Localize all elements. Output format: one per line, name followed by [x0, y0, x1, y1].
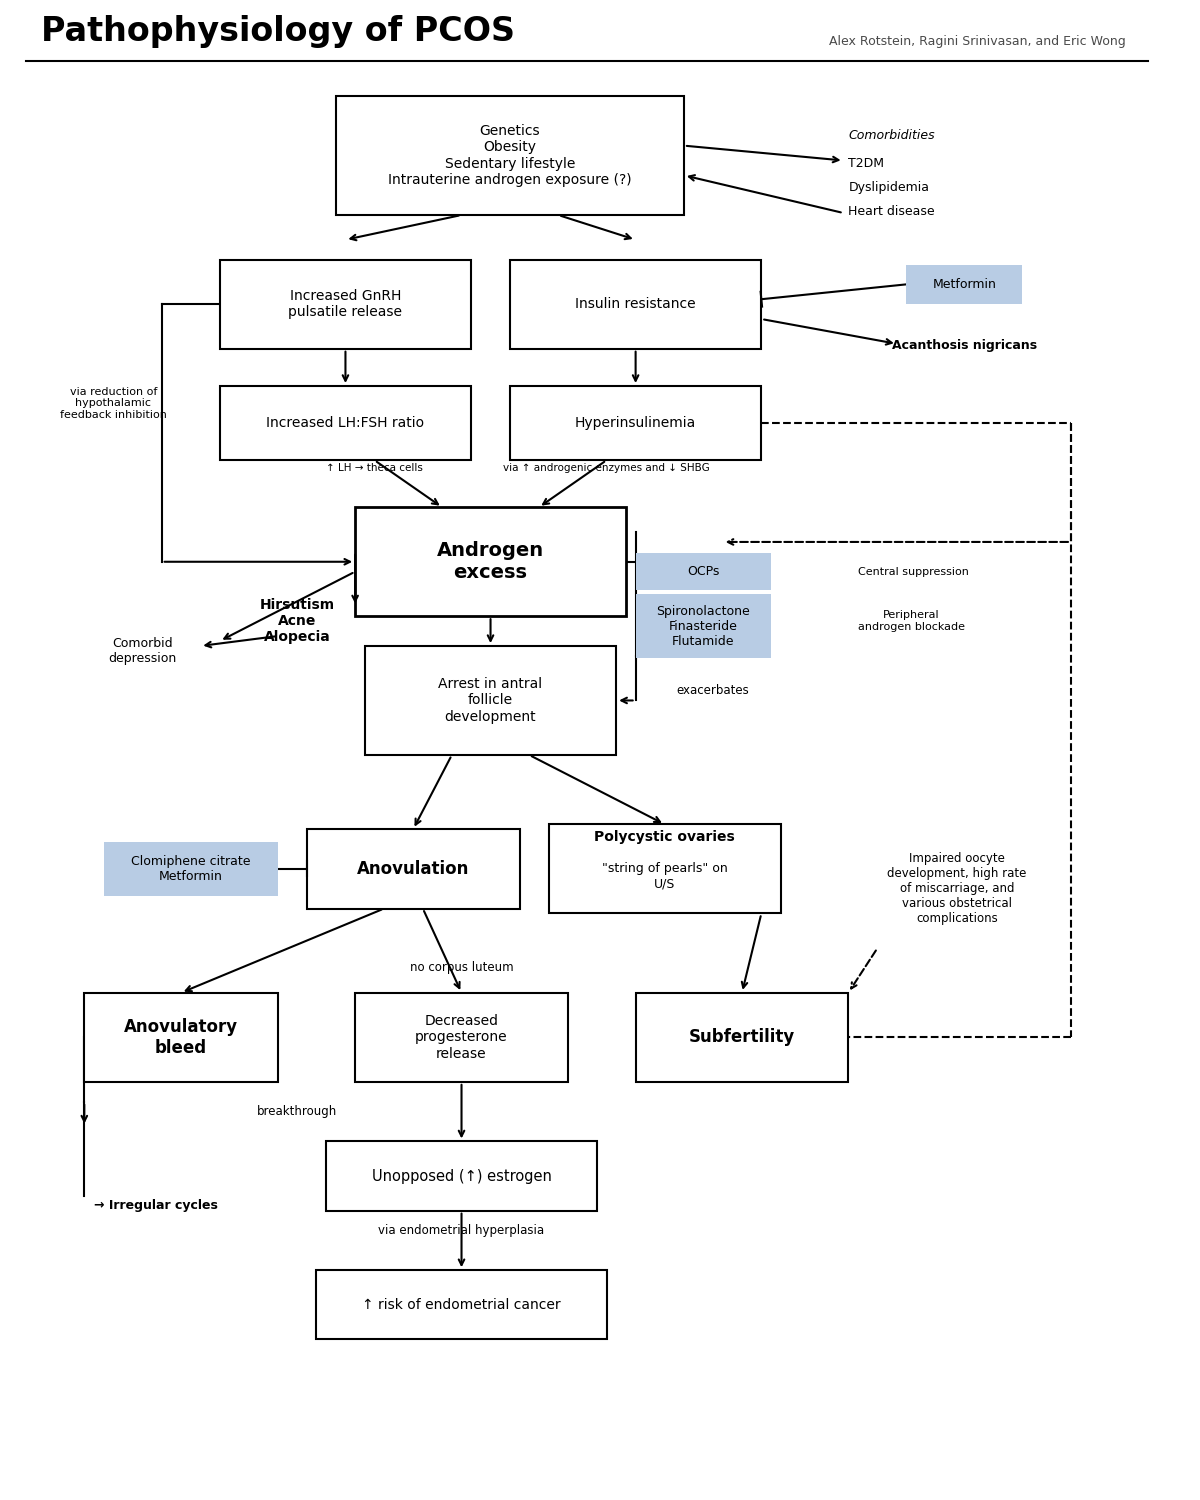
- Bar: [103, 842, 277, 896]
- Text: Hyperinsulinemia: Hyperinsulinemia: [575, 416, 696, 430]
- Bar: [355, 993, 568, 1082]
- Text: Increased GnRH
pulsatile release: Increased GnRH pulsatile release: [288, 290, 402, 320]
- Text: Anovulatory
bleed: Anovulatory bleed: [124, 1019, 238, 1056]
- Text: → Irregular cycles: → Irregular cycles: [94, 1198, 218, 1212]
- Text: Heart disease: Heart disease: [848, 204, 935, 218]
- Text: Comorbid
depression: Comorbid depression: [108, 638, 176, 664]
- Text: Insulin resistance: Insulin resistance: [575, 297, 696, 310]
- Text: T2DM: T2DM: [848, 158, 884, 170]
- Text: exacerbates: exacerbates: [677, 684, 749, 698]
- Text: "string of pearls" on
U/S: "string of pearls" on U/S: [601, 847, 727, 891]
- Text: Anovulation: Anovulation: [356, 859, 469, 877]
- Text: Pathophysiology of PCOS: Pathophysiology of PCOS: [41, 15, 515, 48]
- Bar: [84, 993, 277, 1082]
- Text: via endometrial hyperplasia: via endometrial hyperplasia: [378, 1224, 545, 1238]
- Bar: [307, 830, 520, 909]
- Bar: [317, 1270, 606, 1340]
- Bar: [548, 825, 781, 914]
- Text: Alex Rotstein, Ragini Srinivasan, and Eric Wong: Alex Rotstein, Ragini Srinivasan, and Er…: [829, 34, 1126, 48]
- Text: Subfertility: Subfertility: [689, 1029, 796, 1047]
- Text: Impaired oocyte
development, high rate
of miscarriage, and
various obstetrical
c: Impaired oocyte development, high rate o…: [887, 852, 1026, 926]
- Bar: [355, 507, 626, 616]
- Bar: [220, 386, 472, 460]
- Text: Acanthosis nigricans: Acanthosis nigricans: [892, 339, 1037, 352]
- Text: via ↑ androgenic enzymes and ↓ SHBG: via ↑ androgenic enzymes and ↓ SHBG: [503, 462, 710, 472]
- Text: Increased LH:FSH ratio: Increased LH:FSH ratio: [266, 416, 425, 430]
- Text: Dyslipidemia: Dyslipidemia: [848, 182, 929, 194]
- Text: Decreased
progesterone
release: Decreased progesterone release: [415, 1014, 508, 1060]
- Bar: [636, 594, 772, 658]
- Text: Hirsutism
Acne
Alopecia: Hirsutism Acne Alopecia: [259, 598, 335, 645]
- Text: breakthrough: breakthrough: [257, 1106, 337, 1118]
- Text: ↑ risk of endometrial cancer: ↑ risk of endometrial cancer: [362, 1298, 560, 1312]
- Text: Spironolactone
Finasteride
Flutamide: Spironolactone Finasteride Flutamide: [656, 604, 750, 648]
- Text: Comorbidities: Comorbidities: [848, 129, 935, 142]
- Text: Polycystic ovaries: Polycystic ovaries: [594, 830, 734, 844]
- Bar: [336, 96, 684, 214]
- Text: OCPs: OCPs: [688, 566, 720, 578]
- Bar: [510, 386, 761, 460]
- Text: Arrest in antral
follicle
development: Arrest in antral follicle development: [438, 678, 542, 723]
- Bar: [906, 264, 1022, 305]
- Text: no corpus luteum: no corpus luteum: [409, 962, 514, 975]
- Text: Androgen
excess: Androgen excess: [437, 542, 544, 582]
- Text: Clomiphene citrate
Metformin: Clomiphene citrate Metformin: [131, 855, 251, 883]
- Text: via reduction of
hypothalamic
feedback inhibition: via reduction of hypothalamic feedback i…: [60, 387, 167, 420]
- Bar: [636, 554, 772, 591]
- Bar: [636, 993, 848, 1082]
- Text: Peripheral
androgen blockade: Peripheral androgen blockade: [858, 610, 965, 632]
- Text: Metformin: Metformin: [932, 278, 996, 291]
- Text: Genetics
Obesity
Sedentary lifestyle
Intrauterine androgen exposure (?): Genetics Obesity Sedentary lifestyle Int…: [388, 124, 631, 188]
- Text: ↑ LH → theca cells: ↑ LH → theca cells: [326, 462, 422, 472]
- Bar: [510, 260, 761, 350]
- Text: Unopposed (↑) estrogen: Unopposed (↑) estrogen: [372, 1168, 552, 1184]
- Bar: [220, 260, 472, 350]
- Bar: [326, 1142, 596, 1210]
- Text: Central suppression: Central suppression: [858, 567, 968, 576]
- Bar: [365, 646, 617, 754]
